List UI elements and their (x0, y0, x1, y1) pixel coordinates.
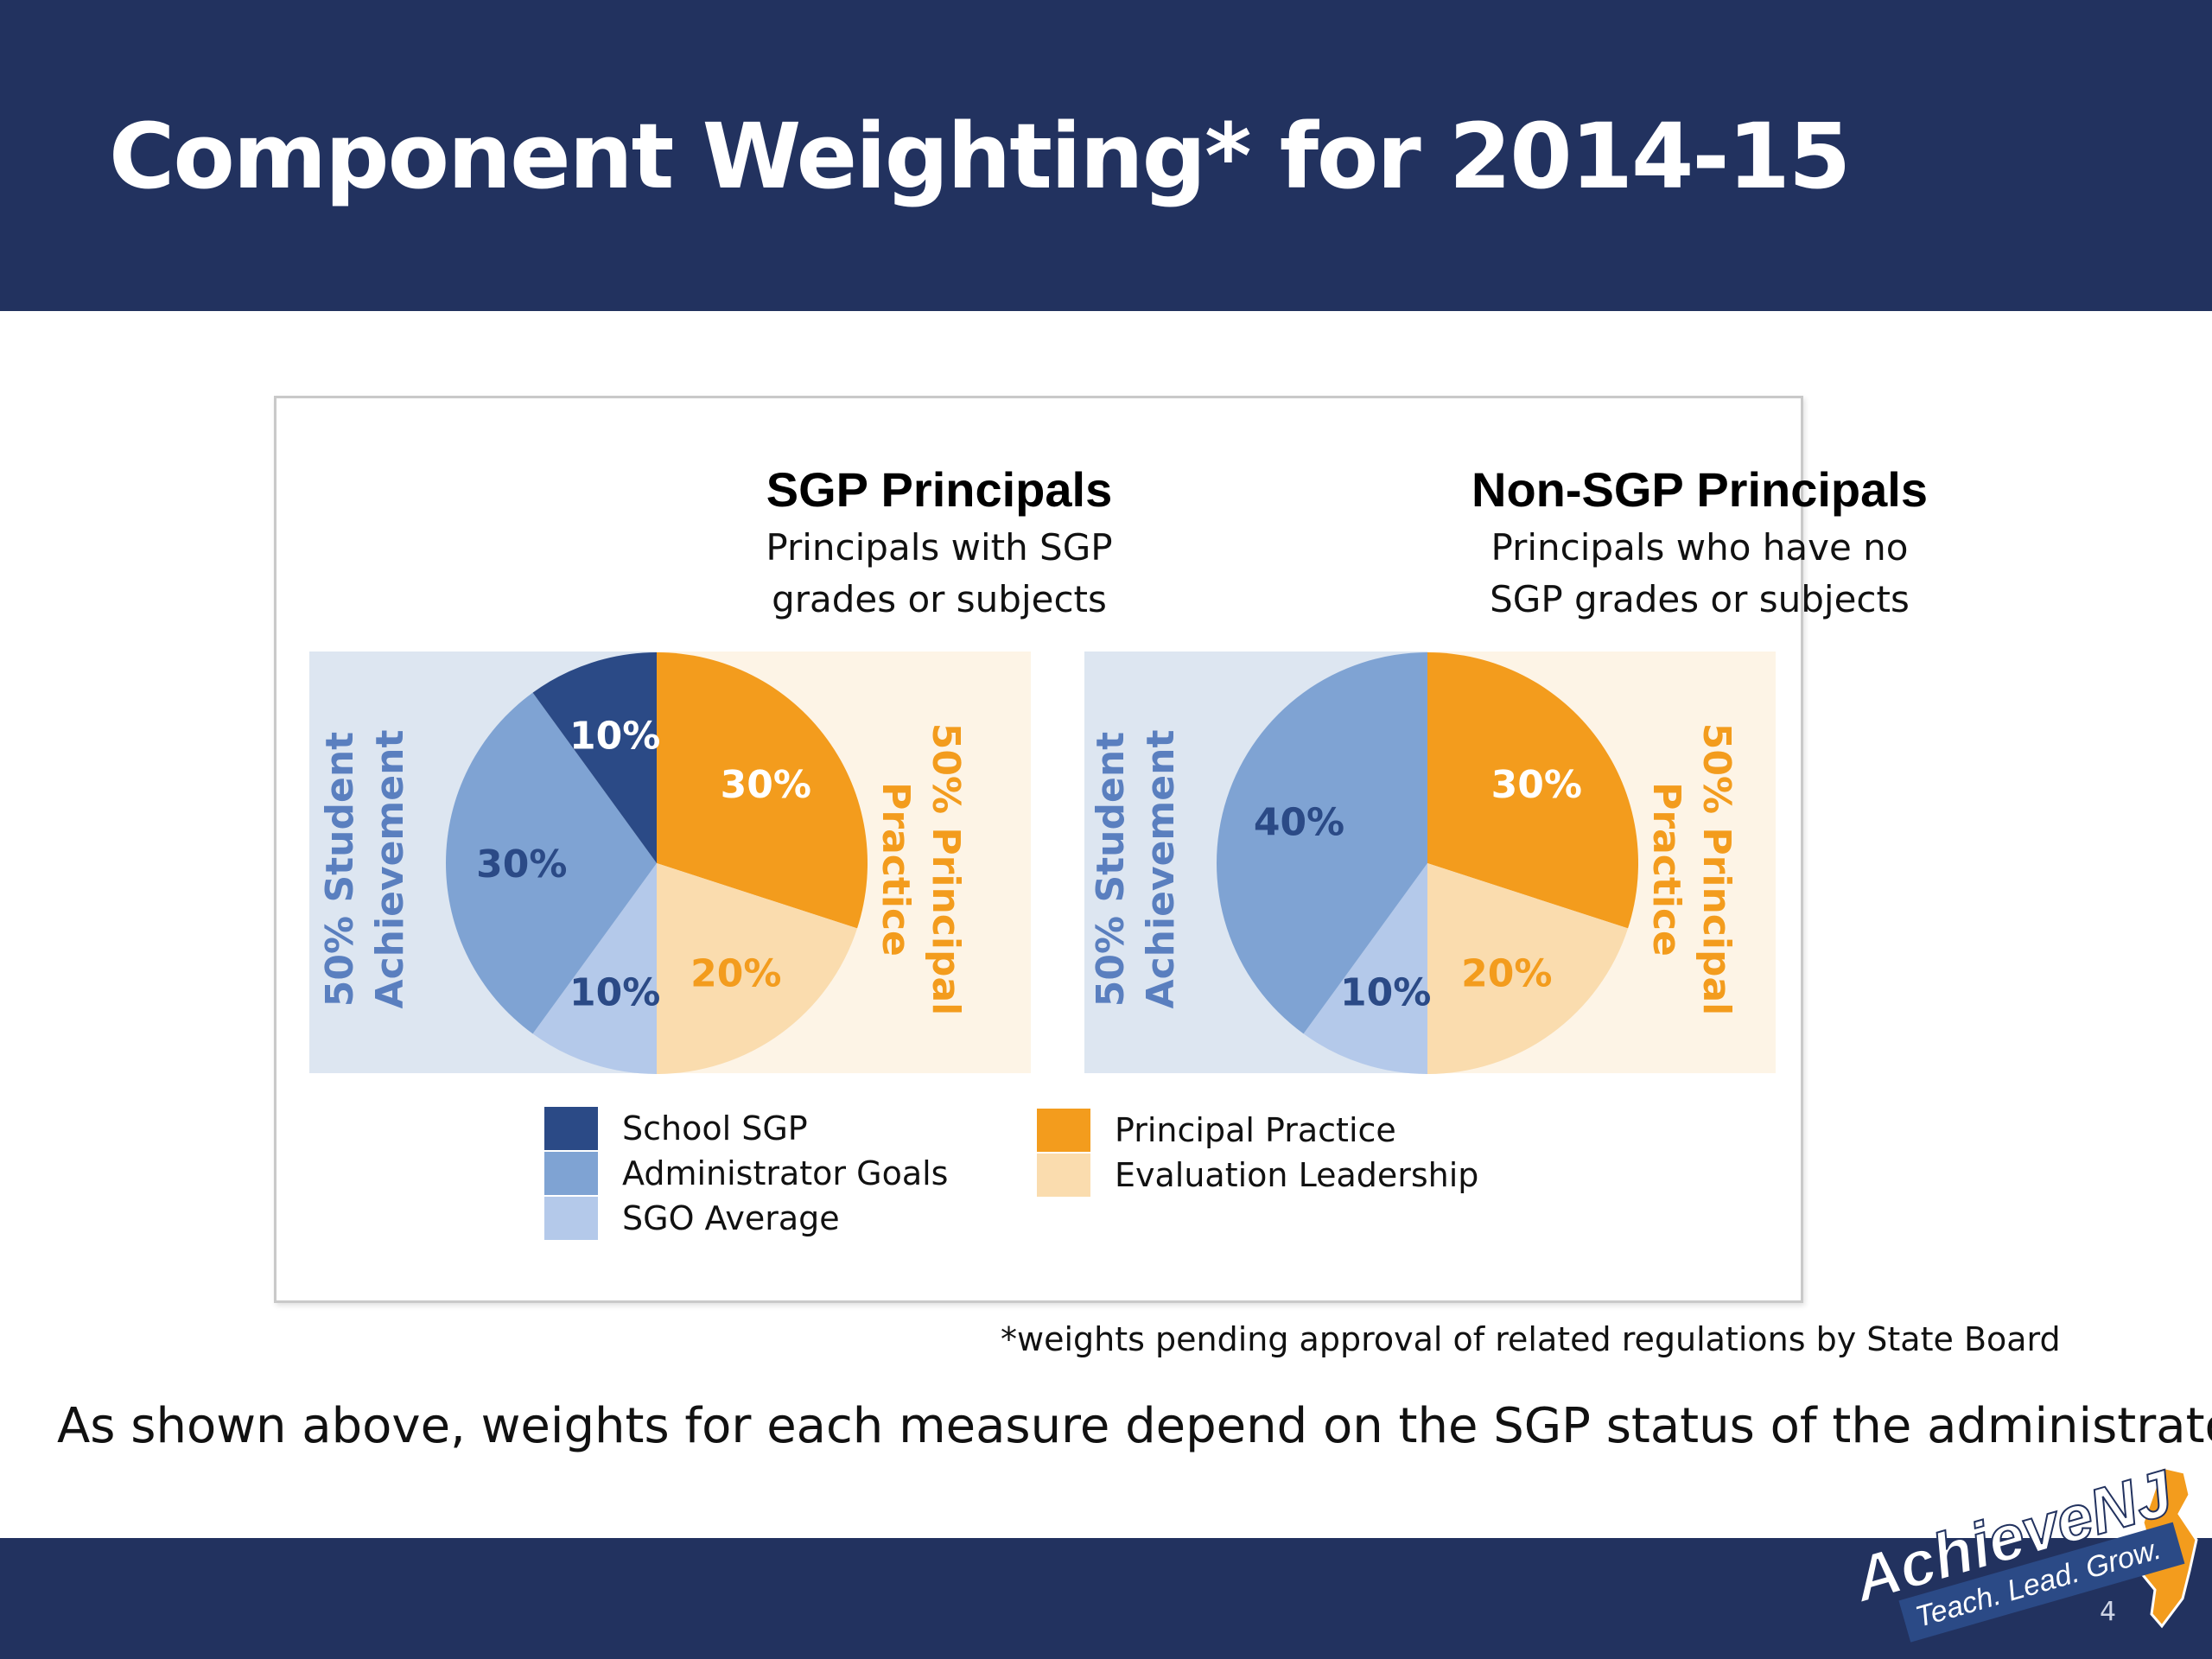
chart-1-subtitle: Principals with SGP grades or subjects (585, 522, 1294, 626)
chart-1-practice-band-label-line: Practice (874, 782, 918, 957)
chart-1-slice-principal-practice (657, 652, 868, 929)
slide-title: Component Weighting* for 2014-15 (109, 104, 1851, 209)
chart-2-practice-band-label: 50% PrincipalPractice (1644, 723, 1738, 1015)
chart-1-slice-evaluation-leadership (657, 863, 858, 1074)
chart-1-student-band-label-line: 50% Student (318, 732, 362, 1007)
legend-label-evaluation-leadership: Evaluation Leadership (1115, 1156, 1479, 1194)
chart-1-slice-label-school-sgp: 10% (569, 715, 660, 759)
page-number: 4 (2100, 1597, 2117, 1627)
legend-swatch-principal-practice (1037, 1109, 1090, 1152)
chart-1-subtitle-line-2: grades or subjects (772, 578, 1107, 620)
chart-2-title: Non-SGP Principals (1471, 462, 1928, 517)
legend-swatch-school-sgp (544, 1107, 598, 1150)
pie-charts: 50% Student Achievement 50% PrincipalPract… (309, 652, 1776, 1074)
chart-2-subtitle: Principals who have no SGP grades or sub… (1345, 522, 2054, 626)
chart-1-practice-band-label: 50% PrincipalPractice (874, 723, 968, 1015)
legend-swatch-administrator-goals (544, 1152, 598, 1195)
title-banner: Component Weighting* for 2014-15 (0, 0, 2212, 311)
chart-2-practice-band-label-line: 50% Principal (1694, 723, 1738, 1015)
chart-2-student-band-label-line: Achievement (1139, 730, 1183, 1009)
footer-banner (0, 1538, 2212, 1659)
legend-item-sgo-average: SGO Average (544, 1197, 840, 1240)
chart-2-slice-label-administrator-goals: 40% (1254, 801, 1344, 845)
legend-label-principal-practice: Principal Practice (1115, 1111, 1396, 1149)
chart-2-practice-band-label-line: Practice (1644, 782, 1688, 957)
chart-1-slice-label-sgo-average: 10% (569, 971, 660, 1015)
legend-item-evaluation-leadership: Evaluation Leadership (1037, 1154, 1478, 1197)
chart-2-subtitle-line-2: SGP grades or subjects (1490, 578, 1910, 620)
chart-1-slice-label-evaluation-leadership: 20% (690, 951, 781, 995)
legend-label-sgo-average: SGO Average (622, 1199, 840, 1237)
caption: As shown above, weights for each measure… (57, 1398, 2212, 1454)
chart-2-subtitle-line-1: Principals who have no (1491, 526, 1909, 569)
chart-2-slice-administrator-goals (1216, 652, 1427, 1034)
chart-1-student-band-label: 50% Student Achievement (318, 730, 412, 1009)
legend-label-school-sgp: School SGP (622, 1109, 808, 1147)
chart-1-title: SGP Principals (766, 462, 1113, 517)
chart-2-student-band-label-line: 50% Student (1089, 732, 1133, 1007)
achievenj-logo: AchieveNJ Teach. Lead. Grow. (1843, 1460, 2198, 1643)
legend-swatch-evaluation-leadership (1037, 1154, 1090, 1197)
chart-frame: SGP Principals Principals with SGP grade… (274, 396, 1928, 1303)
legend-item-school-sgp: School SGP (544, 1107, 808, 1150)
chart-2-slice-sgo-average (1303, 863, 1427, 1074)
chart-2-slice-label-principal-practice: 30% (1491, 763, 1582, 807)
chart-1-slice-sgo-average (532, 863, 657, 1074)
chart-1-slice-label-principal-practice: 30% (721, 763, 811, 807)
chart-2-student-band-label: 50% Student Achievement (1089, 730, 1183, 1009)
legend-swatch-sgo-average (544, 1197, 598, 1240)
logo-tagline-bg (1898, 1522, 2185, 1643)
chart-2-slice-label-evaluation-leadership: 20% (1461, 951, 1552, 995)
chart-2-slice-principal-practice (1427, 652, 1639, 929)
chart-2-slice-label-sgo-average: 10% (1340, 971, 1431, 1015)
chart-1-slice-label-administrator-goals: 30% (476, 842, 567, 887)
chart-2-slice-evaluation-leadership (1427, 863, 1629, 1074)
chart-1-practice-band-label-line: 50% Principal (924, 723, 968, 1015)
chart-1-slice-administrator-goals (445, 692, 657, 1034)
legend-item-principal-practice: Principal Practice (1037, 1109, 1396, 1152)
chart-1-student-band-label-line: Achievement (368, 730, 412, 1009)
footnote: *weights pending approval of related reg… (1001, 1320, 2061, 1358)
legend-item-administrator-goals: Administrator Goals (544, 1152, 948, 1195)
chart-1-subtitle-line-1: Principals with SGP (766, 526, 1113, 569)
legend-label-administrator-goals: Administrator Goals (622, 1154, 949, 1192)
chart-1-slice-school-sgp (532, 652, 657, 863)
